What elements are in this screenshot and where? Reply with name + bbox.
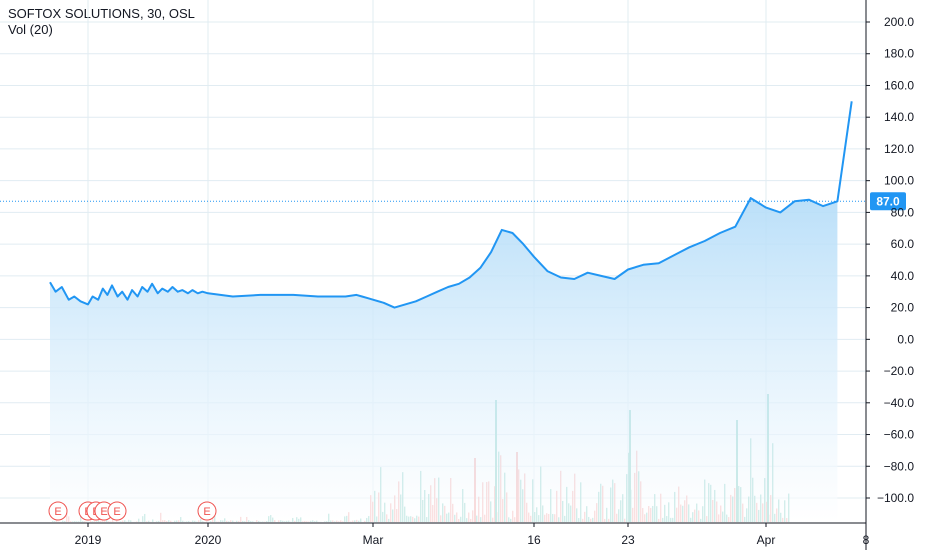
time-axis[interactable]: 2019 2020 Mar 16 23 Apr 8 bbox=[0, 522, 870, 547]
time-tick-label: 2020 bbox=[195, 533, 222, 547]
price-tick-label: 180.0 bbox=[884, 47, 914, 61]
price-tick-label: 60.0 bbox=[891, 237, 915, 251]
price-tick-label: 20.0 bbox=[891, 301, 915, 315]
earnings-marker bbox=[197, 501, 217, 521]
earnings-marker-label: E bbox=[100, 506, 107, 518]
price-tick-label: 140.0 bbox=[884, 110, 914, 124]
earnings-markers[interactable]: EEEEEE bbox=[48, 501, 217, 521]
price-tick-label: 200.0 bbox=[884, 15, 914, 29]
price-tick-label: −40.0 bbox=[884, 396, 915, 410]
time-tick-label: 8 bbox=[863, 533, 870, 547]
price-tick-label: 100.0 bbox=[884, 174, 914, 188]
time-tick-label: 2019 bbox=[75, 533, 102, 547]
time-tick-label: Apr bbox=[757, 533, 776, 547]
time-tick-label: Mar bbox=[363, 533, 384, 547]
symbol-title: SOFTOX SOLUTIONS, 30, OSL bbox=[8, 6, 195, 21]
price-tick-label: −20.0 bbox=[884, 364, 915, 378]
price-tick-label: −80.0 bbox=[884, 459, 915, 473]
price-tick-label: −60.0 bbox=[884, 428, 915, 442]
earnings-marker-label: E bbox=[113, 506, 120, 518]
price-tick-label: −100.0 bbox=[877, 491, 914, 505]
earnings-marker bbox=[107, 501, 127, 521]
price-series-line bbox=[49, 101, 853, 309]
price-tick-label: 40.0 bbox=[891, 269, 915, 283]
volume-indicator-label: Vol (20) bbox=[8, 22, 53, 37]
earnings-marker bbox=[48, 501, 68, 521]
price-tick-label: 0.0 bbox=[897, 332, 914, 346]
price-area bbox=[50, 198, 838, 522]
time-tick-label: 23 bbox=[621, 533, 635, 547]
price-tick-label: 120.0 bbox=[884, 142, 914, 156]
time-tick-label: 16 bbox=[527, 533, 541, 547]
earnings-marker-label: E bbox=[203, 506, 210, 518]
last-price-badge bbox=[870, 192, 906, 211]
earnings-marker-label: E bbox=[54, 506, 61, 518]
price-area-fill bbox=[50, 198, 838, 522]
last-price-line: 87.0 bbox=[0, 192, 906, 211]
price-tick-label: 160.0 bbox=[884, 78, 914, 92]
price-tick-label: 80.0 bbox=[891, 205, 915, 219]
price-axis[interactable]: 200.0180.0160.0140.0120.0100.080.060.040… bbox=[865, 0, 915, 550]
price-line bbox=[49, 101, 853, 309]
last-price-label: 87.0 bbox=[876, 194, 900, 208]
